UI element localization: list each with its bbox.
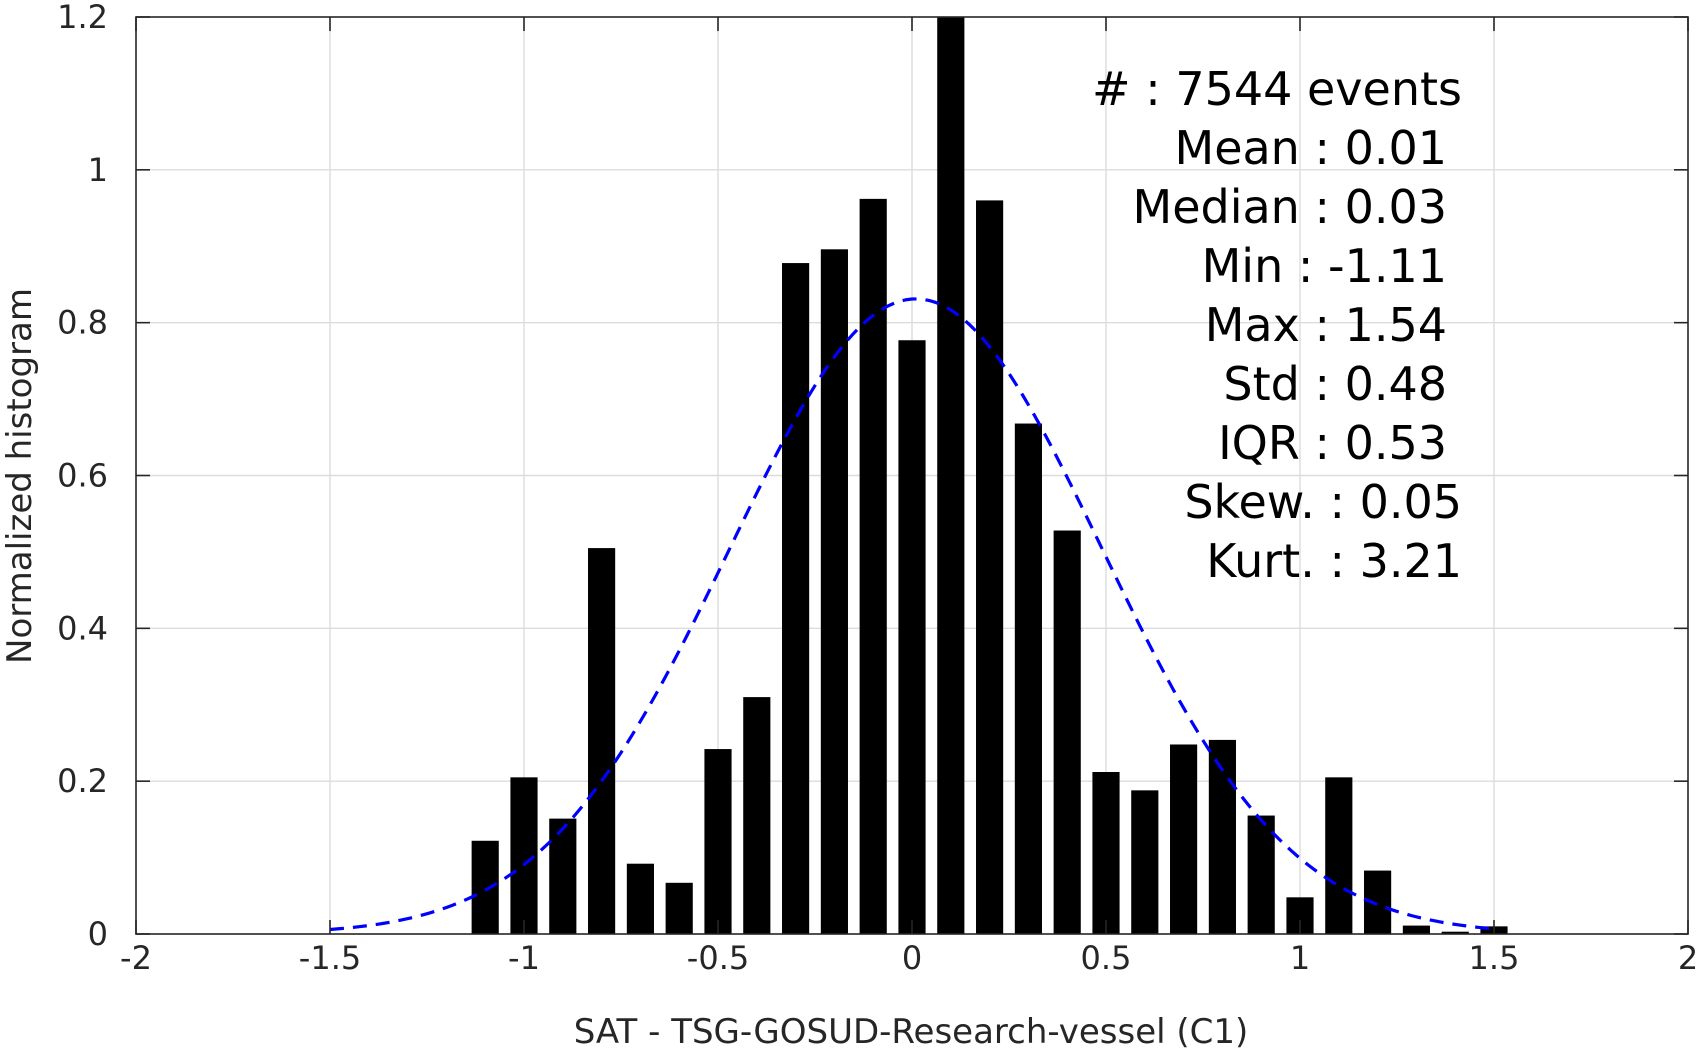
histogram-bar [588,548,616,934]
histogram-bar [1053,530,1081,934]
y-tick-label: 0 [88,915,108,953]
y-tick-label: 0.6 [57,457,108,495]
x-tick-label: -1.5 [299,939,361,977]
histogram-bar [1441,931,1469,934]
x-tick-labels: -2 -1.5 -1 -0.5 0 0.5 1 1.5 2 [120,939,1698,977]
x-tick-label: 2 [1678,939,1698,977]
stat-line: Skew. : 0.05 [1184,475,1462,529]
stat-line: Median : 0.03 [1133,180,1447,234]
histogram-bar [1208,739,1236,934]
stat-line: Mean : 0.01 [1175,121,1448,175]
stat-line: Max : 1.54 [1205,298,1447,352]
histogram-bar [1402,925,1430,934]
x-tick-label: -0.5 [687,939,749,977]
x-tick-label: -1 [508,939,540,977]
y-tick-label: 0.8 [57,304,108,342]
histogram-bar [704,749,732,934]
x-tick-label: 1.5 [1469,939,1520,977]
histogram-bar [898,340,926,934]
x-tick-label: 1 [1290,939,1310,977]
histogram-bar [976,200,1004,934]
stat-line: Kurt. : 3.21 [1206,534,1462,588]
y-tick-label: 1.2 [57,0,108,36]
normal-fit-curve [329,297,1495,932]
x-axis-label: SAT - TSG-GOSUD-Research-vessel (C1) [574,1012,1249,1052]
x-tick-label: 0 [902,939,922,977]
histogram-bar [820,249,848,935]
plot-axes [135,16,1689,935]
histogram-bar [1170,744,1198,934]
x-tick-label: -2 [120,939,152,977]
histogram-bar [665,882,693,934]
y-tick-label: 0.2 [57,762,108,800]
histogram-bar [782,263,810,935]
histogram-bar [1247,815,1275,934]
y-tick-label: 1 [88,151,108,189]
stat-line: IQR : 0.53 [1218,416,1447,470]
stat-line: Min : -1.11 [1202,239,1447,293]
stat-line: Std : 0.48 [1223,357,1447,411]
histogram-bar [1131,790,1159,934]
histogram-bar [549,818,577,934]
histogram-bar [743,697,771,934]
y-axis-label: Normalized histogram [0,288,40,664]
x-tick-label: 0.5 [1081,939,1132,977]
histogram-bars [471,17,1508,935]
histogram-bar [1014,423,1042,934]
histogram-bar [626,863,654,934]
histogram-bar [1092,771,1120,934]
histogram-bar [471,840,499,934]
y-tick-labels: 0 0.2 0.4 0.6 0.8 1 1.2 [57,0,108,953]
histogram-bar [1325,777,1353,934]
stat-line: # : 7544 events [1092,62,1462,116]
histogram-bar [937,17,965,934]
y-tick-label: 0.4 [57,609,108,647]
